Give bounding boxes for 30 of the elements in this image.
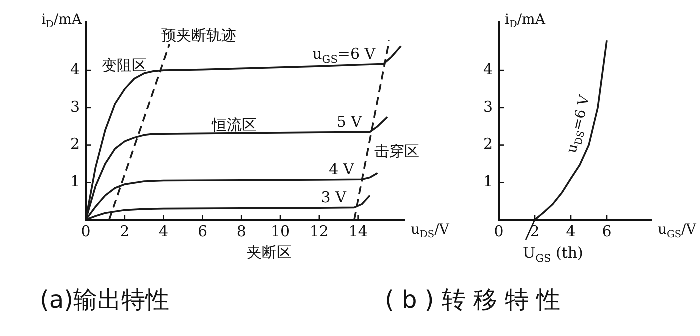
y-tick-label: 4 — [483, 60, 493, 78]
y-tick-label: 1 — [483, 172, 493, 191]
x-tick-label: 0 — [81, 222, 91, 240]
x-tick-label: 6 — [602, 222, 612, 240]
y-tick-label: 2 — [70, 135, 80, 154]
y-tick-label: 4 — [70, 60, 80, 78]
x-tick-label: 14 — [348, 222, 368, 240]
text: 夹断区 — [246, 244, 292, 262]
x-tick-label: 4 — [566, 222, 576, 240]
x-tick-label: 10 — [270, 222, 290, 240]
x-tick-label: 8 — [236, 222, 246, 240]
y-tick-label: 1 — [70, 172, 80, 191]
series-label: 预夹断轨迹 — [162, 26, 237, 44]
y-tick-label: 3 — [483, 98, 493, 116]
x-tick-label: 0 — [494, 222, 504, 240]
annotation: 恒流区 — [210, 116, 257, 134]
y-tick-label: 2 — [483, 135, 493, 154]
series-label: 3 V — [321, 188, 348, 207]
annotation: 变阻区 — [102, 56, 147, 75]
x-tick-label: 6 — [198, 222, 208, 240]
x-tick-label: 2 — [120, 222, 130, 240]
y-tick-label: 3 — [70, 98, 80, 116]
x-tick-label: 12 — [310, 222, 329, 240]
annotation: 击穿区 — [374, 142, 420, 161]
text: ( b ) 转 移 特 性 — [385, 285, 561, 316]
text: uDS=6 V — [564, 93, 594, 155]
text: (a)输出特性 — [40, 285, 170, 316]
series-label: 5 V — [336, 113, 364, 132]
x-tick-label: 4 — [159, 222, 169, 240]
series-label: 4 V — [329, 160, 356, 179]
